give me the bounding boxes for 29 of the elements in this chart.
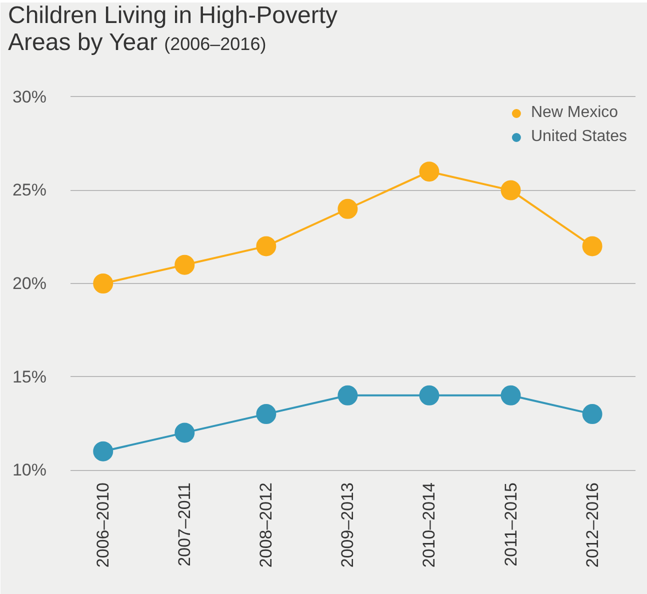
chart-subtitle: (2006–2016) — [164, 34, 266, 54]
y-tick-label: 30% — [12, 87, 47, 106]
point — [93, 441, 114, 462]
x-tick-label: 2012–2016 — [582, 482, 602, 568]
point — [338, 385, 358, 406]
y-tick-label: 15% — [12, 367, 47, 386]
legend-label: New Mexico — [530, 104, 618, 122]
point — [338, 198, 358, 219]
x-tick-label: 2009–2013 — [338, 482, 358, 568]
point — [582, 404, 602, 424]
point — [174, 254, 195, 275]
x-tick-label: 2007–2011 — [175, 482, 194, 566]
y-tick-label: 20% — [12, 274, 47, 293]
point — [93, 274, 114, 294]
x-tick-label: 2010–2014 — [420, 482, 439, 568]
point — [582, 236, 602, 256]
y-tick-label: 10% — [12, 460, 47, 480]
legend-label: United States — [530, 128, 627, 146]
point — [174, 422, 195, 443]
point — [500, 385, 521, 406]
point — [419, 385, 440, 406]
point — [256, 404, 276, 424]
y-tick-label: 25% — [12, 180, 47, 200]
x-tick-label: 2006–2010 — [94, 482, 113, 568]
x-tick-label: 2011–2015 — [501, 482, 520, 566]
point — [256, 236, 276, 256]
x-tick-label: 2008–2012 — [256, 482, 276, 568]
point — [419, 162, 440, 182]
point — [500, 180, 521, 200]
